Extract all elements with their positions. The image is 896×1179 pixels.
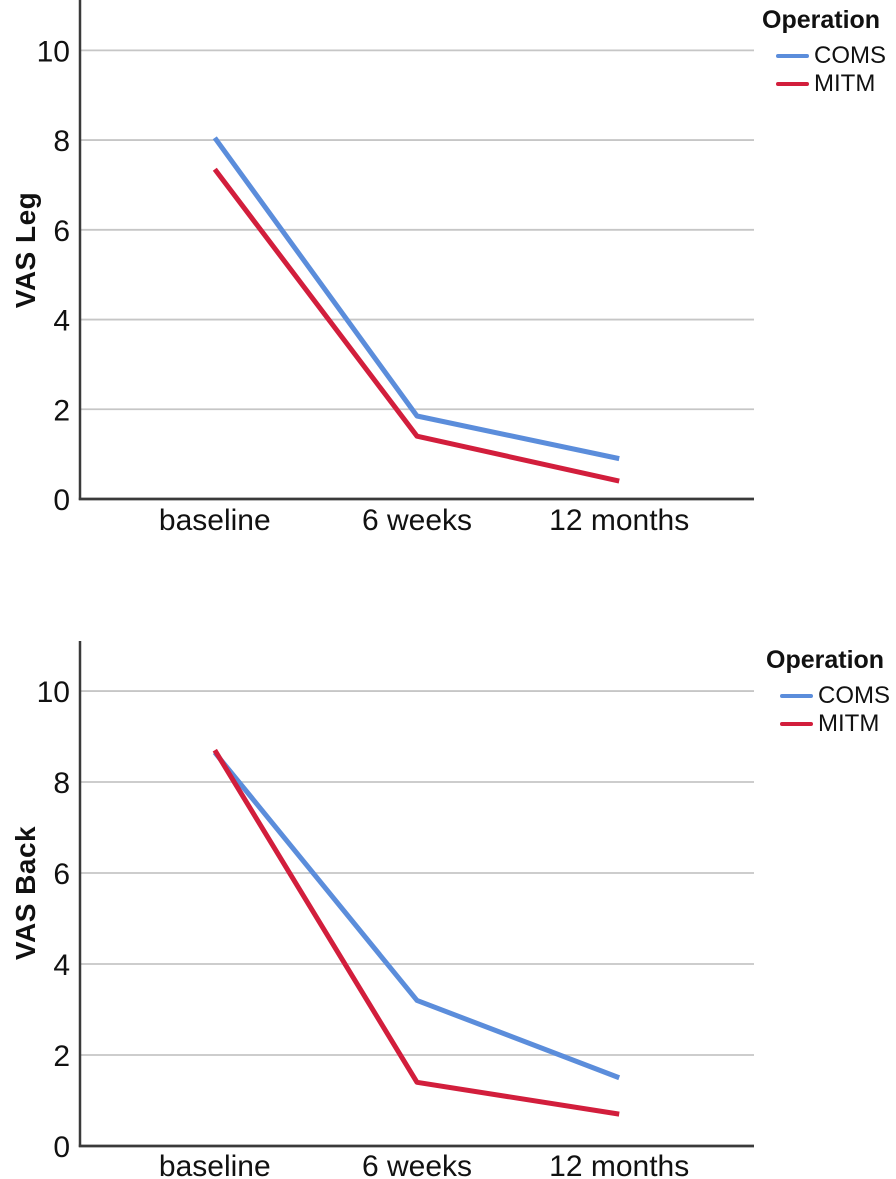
legend-swatch-mitm (776, 81, 809, 87)
series-line-coms (212, 750, 621, 1081)
vas-leg-legend: Operation COMS MITM (762, 6, 886, 98)
vas-back-legend: Operation COMS MITM (766, 646, 890, 738)
legend-swatch-coms (780, 693, 813, 699)
y-tick-label-10: 10 (37, 35, 70, 68)
legend-title: Operation (766, 646, 885, 674)
series-line-mitm (212, 167, 620, 484)
x-tick-label-baseline: baseline (159, 504, 271, 537)
legend-label-mitm: MITM (814, 70, 876, 97)
legend-title: Operation (762, 6, 881, 34)
legend-swatch-mitm (780, 721, 813, 727)
legend-entry-coms: COMS (762, 42, 886, 70)
legend-label-coms: COMS (818, 682, 890, 709)
x-tick-label-baseline: baseline (159, 1150, 271, 1179)
x-tick-label-12-months: 12 months (549, 504, 689, 537)
series-line-coms (212, 136, 620, 462)
y-tick-label-6: 6 (53, 215, 70, 248)
legend-entry-mitm: MITM (766, 710, 890, 738)
y-tick-label-8: 8 (53, 125, 70, 158)
series-line-mitm (212, 748, 620, 1117)
x-tick-label-12-months: 12 months (549, 1150, 689, 1179)
y-tick-label-0: 0 (53, 1131, 70, 1164)
y-tick-label-8: 8 (53, 767, 70, 800)
legend-entry-coms: COMS (766, 682, 890, 710)
y-tick-label-6: 6 (53, 858, 70, 891)
y-tick-label-0: 0 (53, 484, 70, 517)
legend-label-coms: COMS (814, 42, 886, 69)
legend-label-mitm: MITM (818, 710, 880, 737)
x-tick-label-6-weeks: 6 weeks (362, 1150, 472, 1179)
y-tick-label-10: 10 (37, 676, 70, 709)
vas-leg-plot-area: 0 2 4 6 8 10 baseline 6 weeks 12 months (37, 0, 754, 537)
y-tick-label-4: 4 (53, 305, 70, 338)
legend-swatch-coms (776, 53, 809, 59)
legend-entry-mitm: MITM (762, 70, 886, 98)
y-tick-label-2: 2 (53, 1040, 70, 1073)
vas-back-plot-area: 0 2 4 6 8 10 baseline 6 weeks 12 months (37, 641, 754, 1179)
y-tick-label-4: 4 (53, 949, 70, 982)
y-tick-label-2: 2 (53, 394, 70, 427)
x-tick-label-6-weeks: 6 weeks (362, 504, 472, 537)
